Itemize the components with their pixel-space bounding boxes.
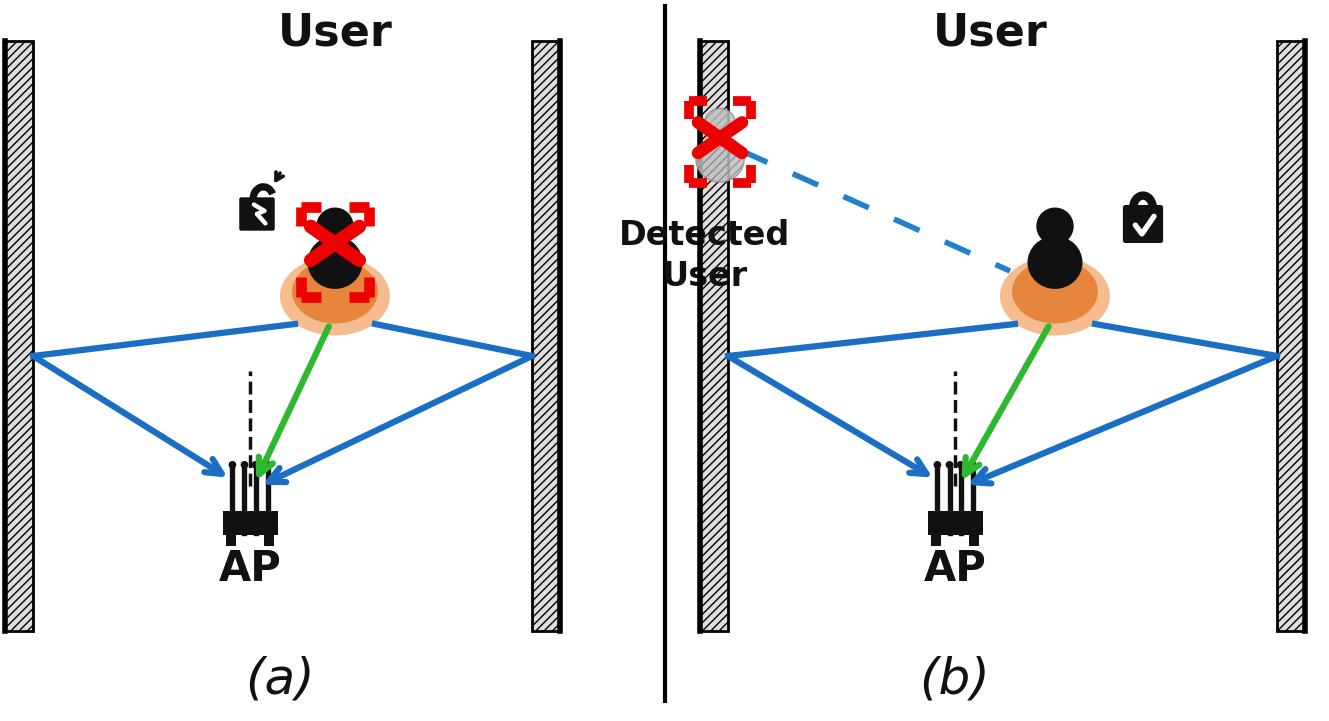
Circle shape	[704, 108, 736, 140]
Ellipse shape	[280, 257, 389, 335]
Text: User: User	[278, 12, 392, 55]
Bar	[930, 535, 941, 547]
Bar	[222, 511, 278, 535]
Ellipse shape	[999, 257, 1110, 335]
Bar	[264, 535, 274, 547]
Bar	[532, 41, 560, 631]
Text: AP: AP	[924, 548, 986, 590]
Ellipse shape	[1013, 260, 1098, 324]
Circle shape	[957, 461, 965, 469]
Circle shape	[229, 461, 237, 469]
Text: User: User	[933, 12, 1047, 55]
Circle shape	[969, 461, 977, 469]
Circle shape	[316, 208, 354, 245]
Circle shape	[263, 461, 271, 469]
Circle shape	[1037, 208, 1074, 245]
Ellipse shape	[1027, 236, 1083, 289]
Circle shape	[933, 461, 941, 469]
Circle shape	[251, 461, 259, 469]
Text: (b): (b)	[920, 655, 990, 703]
Circle shape	[946, 461, 953, 469]
Text: (a): (a)	[245, 655, 315, 703]
FancyBboxPatch shape	[239, 198, 275, 231]
Text: AP: AP	[218, 548, 282, 590]
Bar	[1277, 41, 1305, 631]
Bar	[969, 535, 979, 547]
Bar	[5, 41, 33, 631]
Ellipse shape	[307, 236, 363, 289]
Bar	[928, 511, 982, 535]
FancyBboxPatch shape	[1123, 205, 1163, 243]
Bar	[226, 535, 235, 547]
Text: Detected
User: Detected User	[619, 219, 791, 293]
Bar	[700, 41, 728, 631]
Circle shape	[241, 461, 249, 469]
Ellipse shape	[292, 260, 377, 324]
Ellipse shape	[696, 136, 744, 182]
